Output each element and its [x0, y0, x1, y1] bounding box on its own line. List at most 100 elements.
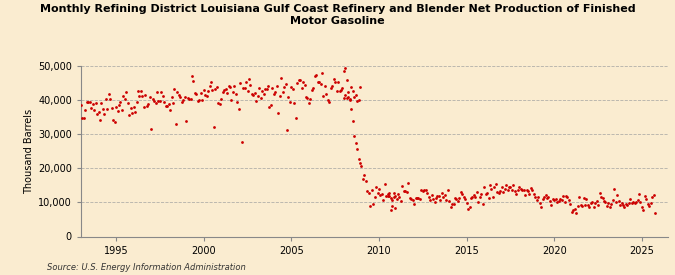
Point — [591, 199, 602, 203]
Point — [238, 86, 248, 90]
Point — [269, 92, 279, 96]
Point — [325, 86, 336, 90]
Point — [375, 193, 386, 197]
Point — [284, 100, 295, 104]
Point — [416, 188, 427, 192]
Point — [295, 78, 306, 82]
Point — [377, 192, 387, 197]
Point — [396, 199, 406, 203]
Point — [97, 107, 108, 112]
Point — [244, 76, 254, 81]
Point — [108, 118, 119, 122]
Point — [188, 79, 199, 83]
Point — [360, 179, 371, 183]
Point — [331, 88, 342, 93]
Point — [624, 200, 634, 205]
Point — [439, 193, 450, 197]
Point — [363, 191, 374, 195]
Point — [638, 207, 649, 212]
Point — [569, 207, 580, 212]
Point — [526, 185, 537, 190]
Point — [428, 197, 439, 201]
Point — [536, 205, 547, 209]
Point — [296, 86, 307, 91]
Point — [256, 88, 267, 93]
Point — [566, 210, 577, 214]
Point — [305, 97, 316, 101]
Point — [333, 80, 344, 84]
Point — [456, 190, 466, 195]
Point — [334, 89, 345, 94]
Point — [115, 100, 126, 104]
Point — [637, 205, 647, 210]
Point — [289, 100, 300, 105]
Point — [172, 90, 183, 94]
Point — [190, 91, 200, 95]
Point — [437, 190, 448, 195]
Point — [510, 189, 520, 193]
Point — [613, 199, 624, 204]
Point — [619, 205, 630, 209]
Point — [486, 187, 497, 191]
Point — [356, 164, 367, 168]
Point — [87, 102, 98, 107]
Point — [230, 92, 241, 96]
Point — [163, 101, 174, 106]
Point — [112, 109, 123, 113]
Point — [157, 94, 168, 98]
Point — [471, 189, 482, 194]
Point — [283, 95, 294, 99]
Point — [648, 192, 659, 197]
Point — [106, 106, 117, 110]
Point — [397, 184, 408, 189]
Point — [609, 187, 620, 191]
Point — [274, 94, 285, 98]
Point — [515, 187, 526, 191]
Point — [645, 200, 656, 205]
Point — [346, 107, 356, 112]
Point — [413, 196, 424, 200]
Point — [323, 98, 333, 103]
Point — [419, 188, 430, 192]
Point — [593, 203, 603, 208]
Point — [141, 104, 152, 108]
Point — [353, 156, 364, 161]
Point — [384, 191, 395, 195]
Point — [118, 94, 129, 98]
Point — [599, 199, 610, 204]
Point — [583, 202, 593, 207]
Point — [550, 197, 561, 201]
Point — [371, 185, 381, 189]
Point — [171, 122, 182, 127]
Point — [546, 203, 557, 208]
Point — [505, 185, 516, 189]
Point — [423, 195, 434, 199]
Point — [318, 94, 329, 98]
Point — [492, 190, 503, 194]
Point — [600, 200, 611, 204]
Point — [402, 190, 412, 194]
Point — [204, 84, 215, 88]
Point — [473, 200, 484, 205]
Point — [435, 198, 446, 202]
Point — [604, 205, 615, 209]
Point — [184, 97, 194, 102]
Point — [585, 200, 596, 205]
Point — [350, 141, 361, 145]
Point — [309, 74, 320, 78]
Point — [358, 177, 369, 181]
Point — [594, 191, 605, 195]
Point — [629, 201, 640, 205]
Point — [165, 108, 176, 112]
Point — [367, 188, 377, 192]
Point — [393, 192, 404, 197]
Point — [219, 87, 230, 92]
Point — [468, 192, 479, 197]
Point — [103, 91, 114, 96]
Point — [485, 183, 495, 188]
Point — [608, 198, 618, 202]
Point — [302, 96, 313, 101]
Point — [504, 185, 514, 189]
Point — [461, 201, 472, 205]
Point — [378, 198, 389, 202]
